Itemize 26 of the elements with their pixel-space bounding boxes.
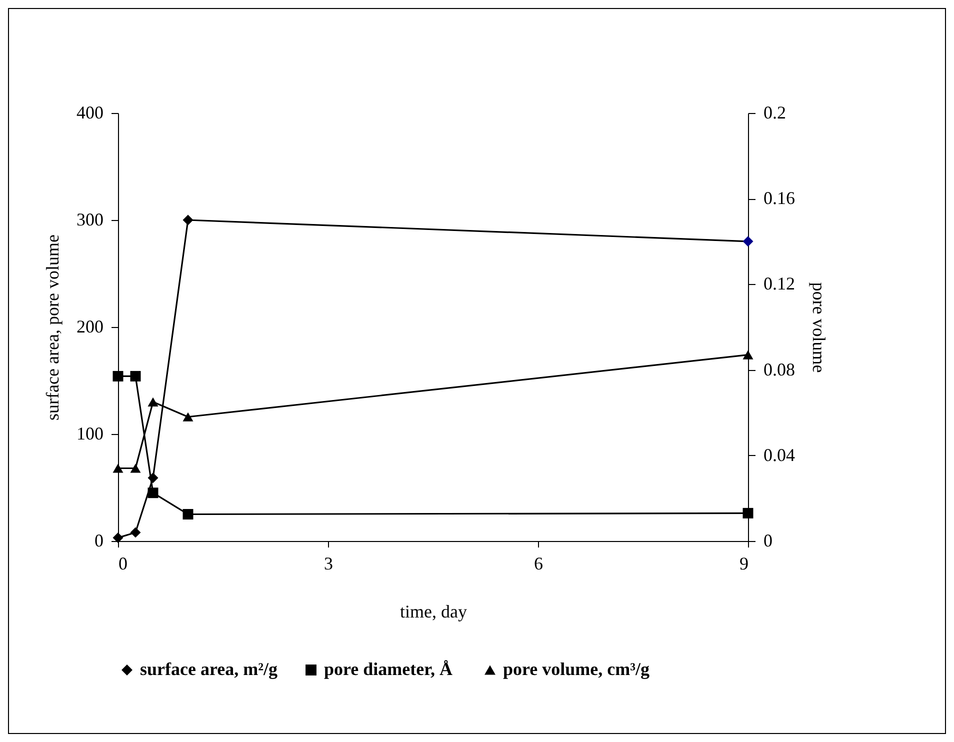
y-tick-label: 100 xyxy=(76,424,104,444)
y2-tick-label: 0 xyxy=(764,530,772,550)
x-axis-title: time, day xyxy=(400,602,467,622)
y2-tick-label: 0.04 xyxy=(764,444,795,465)
y-tick-label: 0 xyxy=(94,530,104,550)
y2-tick-label: 0.12 xyxy=(764,274,795,294)
point xyxy=(130,464,141,473)
legend-label: pore volume, cm³/g xyxy=(503,659,650,679)
x-tick-label: 3 xyxy=(324,554,333,574)
point xyxy=(148,397,158,406)
point xyxy=(112,464,124,473)
y2-tick-label: 0.08 xyxy=(764,359,795,380)
y-tick-label: 200 xyxy=(76,316,104,336)
point xyxy=(182,412,194,422)
y-tick-label: 300 xyxy=(76,210,104,230)
y2-axis-title: pore volume xyxy=(809,282,829,373)
y-tick-label: 400 xyxy=(76,102,104,122)
legend-label: pore diameter, Å xyxy=(324,659,452,679)
x-tick-label: 9 xyxy=(740,554,748,574)
x-tick-label: 6 xyxy=(534,554,543,574)
point xyxy=(742,350,754,360)
x-tick-label: 0 xyxy=(118,554,128,574)
y2-tick-label: 0.2 xyxy=(764,102,786,122)
y2-tick-label: 0.16 xyxy=(764,188,795,208)
legend-label: surface area, m²/g xyxy=(140,659,278,679)
y-axis-title: surface area, pore volume xyxy=(42,234,62,420)
